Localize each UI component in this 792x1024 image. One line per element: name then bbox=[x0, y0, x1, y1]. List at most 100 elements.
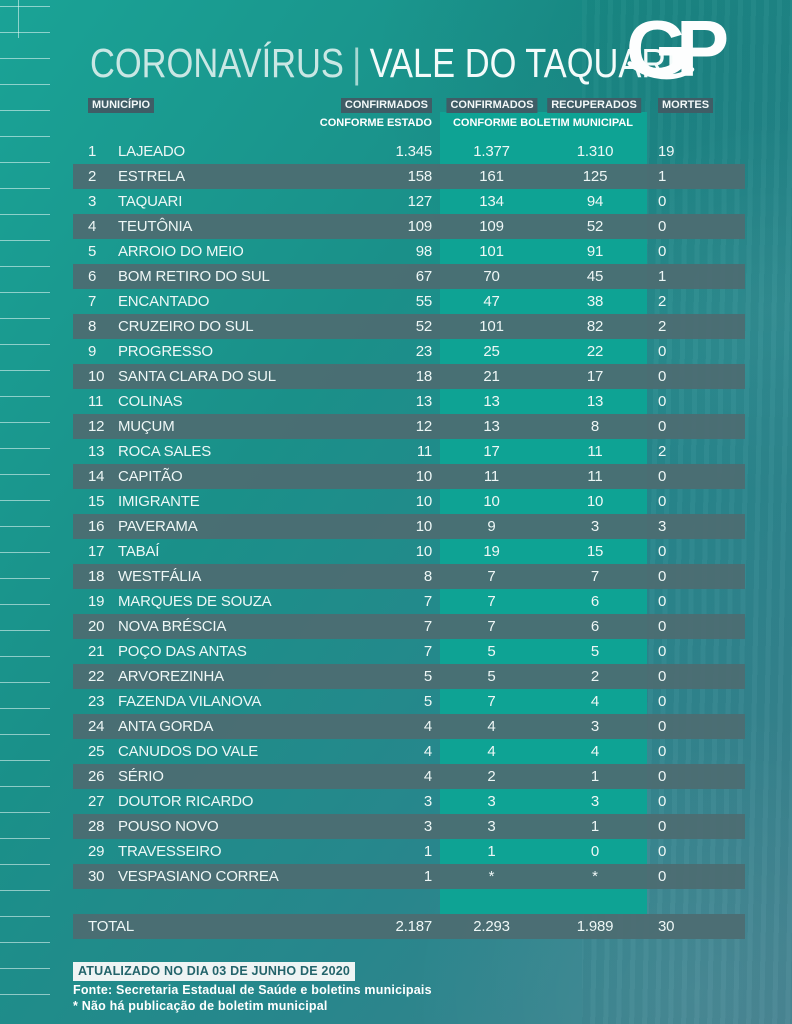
confirmados-estado-cell: 98 bbox=[415, 243, 432, 260]
confirmados-estado-cell: 1 bbox=[423, 868, 432, 885]
confirmados-estado-cell: 52 bbox=[415, 318, 432, 335]
recuperados-cell: 94 bbox=[586, 193, 604, 210]
table-row: 21 POÇO DAS ANTAS 7 5 5 0 bbox=[73, 639, 745, 664]
confirmados-estado-cell: 7 bbox=[423, 643, 432, 660]
recuperados-cell: 15 bbox=[586, 543, 604, 560]
recuperados-cell: 3 bbox=[590, 718, 600, 735]
rank-cell: 4 bbox=[88, 218, 97, 235]
table-row: 24 ANTA GORDA 4 4 3 0 bbox=[73, 714, 745, 739]
municipality-cell: BOM RETIRO DO SUL bbox=[118, 268, 270, 285]
confirmados-estado-cell: 10 bbox=[415, 543, 432, 560]
confirmados-municipal-cell: 9 bbox=[487, 518, 496, 535]
confirmados-municipal-cell: 21 bbox=[483, 368, 500, 385]
mortes-cell: 0 bbox=[658, 643, 667, 660]
recuperados-cell: 2 bbox=[590, 668, 600, 685]
mortes-cell: 0 bbox=[658, 468, 667, 485]
mortes-cell: 0 bbox=[658, 243, 667, 260]
confirmados-estado-cell: 1.345 bbox=[395, 143, 432, 160]
gp-logo-icon: GP bbox=[626, 4, 739, 93]
municipality-cell: ENCANTADO bbox=[118, 293, 210, 310]
recuperados-cell: * bbox=[592, 868, 598, 885]
confirmados-municipal-cell: 7 bbox=[487, 568, 496, 585]
subheader-conforme-boletim: CONFORME BOLETIM MUNICIPAL bbox=[452, 117, 634, 129]
footer: ATUALIZADO NO DIA 03 DE JUNHO DE 2020 Fo… bbox=[73, 962, 432, 1013]
recuperados-cell: 1 bbox=[590, 768, 600, 785]
total-label: TOTAL bbox=[88, 918, 134, 935]
rank-cell: 13 bbox=[88, 443, 105, 460]
municipality-cell: MUÇUM bbox=[118, 418, 175, 435]
confirmados-municipal-cell: 10 bbox=[483, 493, 500, 510]
confirmados-estado-cell: 3 bbox=[423, 793, 432, 810]
rank-cell: 27 bbox=[88, 793, 105, 810]
rank-cell: 16 bbox=[88, 518, 105, 535]
confirmados-estado-cell: 10 bbox=[415, 518, 432, 535]
municipality-cell: VESPASIANO CORREA bbox=[118, 868, 279, 885]
rank-cell: 10 bbox=[88, 368, 105, 385]
confirmados-municipal-cell: 17 bbox=[483, 443, 500, 460]
recuperados-cell: 82 bbox=[586, 318, 604, 335]
data-table: MUNICÍPIO CONFIRMADOS CONFIRMADOS RECUPE… bbox=[73, 95, 745, 939]
municipality-cell: TRAVESSEIRO bbox=[118, 843, 222, 860]
table-row: 13 ROCA SALES 11 17 11 2 bbox=[73, 439, 745, 464]
rank-cell: 1 bbox=[88, 143, 97, 160]
mortes-cell: 19 bbox=[658, 143, 675, 160]
recuperados-cell: 4 bbox=[590, 693, 600, 710]
confirmados-municipal-cell: 7 bbox=[487, 593, 496, 610]
mortes-cell: 0 bbox=[658, 568, 667, 585]
rank-cell: 18 bbox=[88, 568, 105, 585]
source-line: Fonte: Secretaria Estadual de Saúde e bo… bbox=[73, 983, 432, 997]
mortes-cell: 0 bbox=[658, 493, 667, 510]
table-row: 16 PAVERAMA 10 9 3 3 bbox=[73, 514, 745, 539]
table-row: 20 NOVA BRÉSCIA 7 7 6 0 bbox=[73, 614, 745, 639]
recuperados-cell: 5 bbox=[590, 643, 600, 660]
municipality-cell: FAZENDA VILANOVA bbox=[118, 693, 262, 710]
confirmados-estado-cell: 10 bbox=[415, 493, 432, 510]
municipality-cell: ANTA GORDA bbox=[118, 718, 214, 735]
total-confirmados-municipal: 2.293 bbox=[473, 918, 510, 935]
svg-text:GP: GP bbox=[626, 8, 727, 93]
recuperados-cell: 0 bbox=[590, 843, 600, 860]
recuperados-cell: 8 bbox=[590, 418, 600, 435]
col-header-confirmados-estado: CONFIRMADOS bbox=[340, 98, 432, 113]
confirmados-municipal-cell: 5 bbox=[487, 643, 496, 660]
rank-cell: 29 bbox=[88, 843, 105, 860]
mortes-cell: 0 bbox=[658, 868, 667, 885]
table-row: 23 FAZENDA VILANOVA 5 7 4 0 bbox=[73, 689, 745, 714]
recuperados-cell: 7 bbox=[590, 568, 600, 585]
confirmados-estado-cell: 4 bbox=[423, 743, 432, 760]
total-confirmados-estado: 2.187 bbox=[395, 918, 432, 935]
confirmados-municipal-cell: 134 bbox=[479, 193, 504, 210]
mortes-cell: 1 bbox=[658, 268, 667, 285]
mortes-cell: 0 bbox=[658, 543, 667, 560]
rank-cell: 23 bbox=[88, 693, 105, 710]
mortes-cell: 0 bbox=[658, 418, 667, 435]
confirmados-estado-cell: 10 bbox=[415, 468, 432, 485]
table-row: 8 CRUZEIRO DO SUL 52 101 82 2 bbox=[73, 314, 745, 339]
table-header: MUNICÍPIO CONFIRMADOS CONFIRMADOS RECUPE… bbox=[73, 95, 745, 139]
mortes-cell: 0 bbox=[658, 693, 667, 710]
table-rows: 1 LAJEADO 1.345 1.377 1.310 19 2 ESTRELA… bbox=[73, 139, 745, 889]
title-coronavirus: CORONAVÍRUS bbox=[90, 40, 344, 86]
mortes-cell: 2 bbox=[658, 293, 667, 310]
table-row: 29 TRAVESSEIRO 1 1 0 0 bbox=[73, 839, 745, 864]
table-row: 22 ARVOREZINHA 5 5 2 0 bbox=[73, 664, 745, 689]
recuperados-cell: 6 bbox=[590, 618, 600, 635]
confirmados-municipal-cell: 3 bbox=[487, 793, 496, 810]
confirmados-estado-cell: 11 bbox=[416, 443, 432, 460]
confirmados-estado-cell: 158 bbox=[407, 168, 433, 185]
confirmados-municipal-cell: 109 bbox=[479, 218, 504, 235]
table-row: 4 TEUTÔNIA 109 109 52 0 bbox=[73, 214, 745, 239]
mortes-cell: 0 bbox=[658, 668, 667, 685]
confirmados-municipal-cell: 13 bbox=[483, 393, 500, 410]
ladder-lines-decoration bbox=[0, 6, 50, 1018]
rank-cell: 8 bbox=[88, 318, 97, 335]
confirmados-municipal-cell: * bbox=[488, 868, 495, 885]
total-mortes: 30 bbox=[658, 918, 675, 935]
table-row: 30 VESPASIANO CORREA 1 * * 0 bbox=[73, 864, 745, 889]
rank-cell: 19 bbox=[88, 593, 105, 610]
gp-logo: GP bbox=[624, 4, 750, 101]
municipality-cell: TABAÍ bbox=[118, 543, 160, 560]
rank-cell: 30 bbox=[88, 868, 105, 885]
confirmados-estado-cell: 4 bbox=[423, 718, 432, 735]
municipality-cell: CANUDOS DO VALE bbox=[118, 743, 259, 760]
